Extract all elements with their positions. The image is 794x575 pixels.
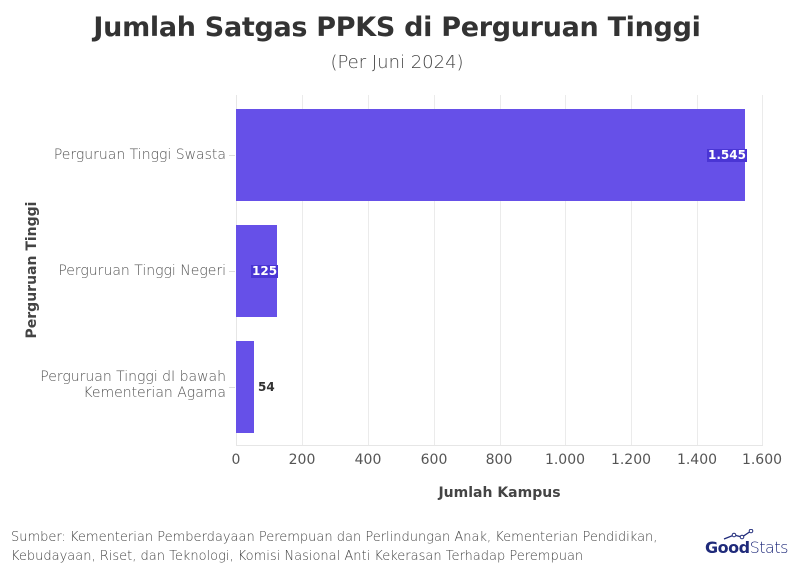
bar-swasta[interactable] [236, 109, 745, 201]
gridline [565, 95, 567, 445]
category-label-negeri: Perguruan Tinggi Negeri [58, 263, 226, 279]
gridline [433, 95, 435, 445]
logo-light: Stats [749, 538, 789, 557]
x-tick: 0 [231, 452, 241, 468]
category-label-swasta: Perguruan Tinggi Swasta [53, 147, 226, 163]
x-tick: 800 [485, 452, 513, 468]
gridline [301, 95, 303, 445]
chart-title: Jumlah Satgas PPKS di Perguruan Tinggi [93, 12, 701, 43]
gridline [762, 95, 763, 445]
logo-bold: Good [705, 538, 750, 557]
x-axis-label: Jumlah Kampus [438, 485, 561, 501]
plot-area: 1.545 125 54 [236, 95, 763, 446]
category-tick [229, 271, 235, 272]
category-label-agama-line1: Perguruan Tinggi dI bawah [40, 369, 226, 385]
chart-subtitle: (Per Juni 2024) [330, 52, 464, 73]
gridline [631, 95, 633, 445]
x-tick: 600 [420, 452, 448, 468]
bar-value-negeri: 125 [251, 264, 279, 278]
bar-value-swasta: 1.545 [707, 148, 747, 162]
category-tick [229, 155, 235, 156]
gridline [499, 95, 501, 445]
x-tick: 1.000 [544, 452, 586, 468]
goodstats-logo: GoodStats [705, 538, 788, 557]
bar-value-agama: 54 [258, 380, 275, 394]
x-tick: 200 [288, 452, 316, 468]
x-axis-line [236, 445, 763, 446]
trend-line-icon [723, 529, 754, 540]
y-axis-label: Perguruan Tinggi [24, 201, 40, 339]
x-tick: 1.600 [741, 452, 783, 468]
x-tick: 1.200 [610, 452, 652, 468]
category-tick [229, 387, 235, 388]
category-label-agama-line2: Kementerian Agama [83, 385, 226, 401]
gridline [367, 95, 369, 445]
gridline [697, 95, 699, 445]
x-tick: 1.400 [676, 452, 718, 468]
x-tick: 400 [354, 452, 382, 468]
source-note: Sumber: Kementerian Pemberdayaan Perempu… [11, 530, 658, 564]
bar-agama[interactable] [236, 341, 254, 433]
